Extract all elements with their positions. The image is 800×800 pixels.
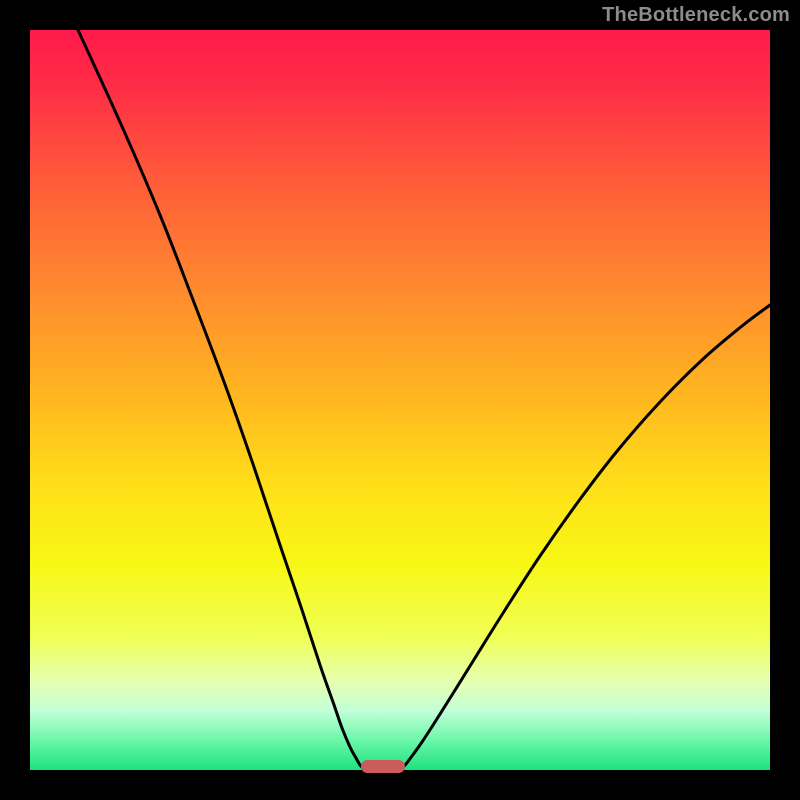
plot-svg xyxy=(0,0,800,800)
watermark: TheBottleneck.com xyxy=(602,4,790,27)
chart-canvas: TheBottleneck.com xyxy=(0,0,800,800)
bottleneck-marker xyxy=(361,760,405,773)
gradient-background xyxy=(30,30,770,770)
